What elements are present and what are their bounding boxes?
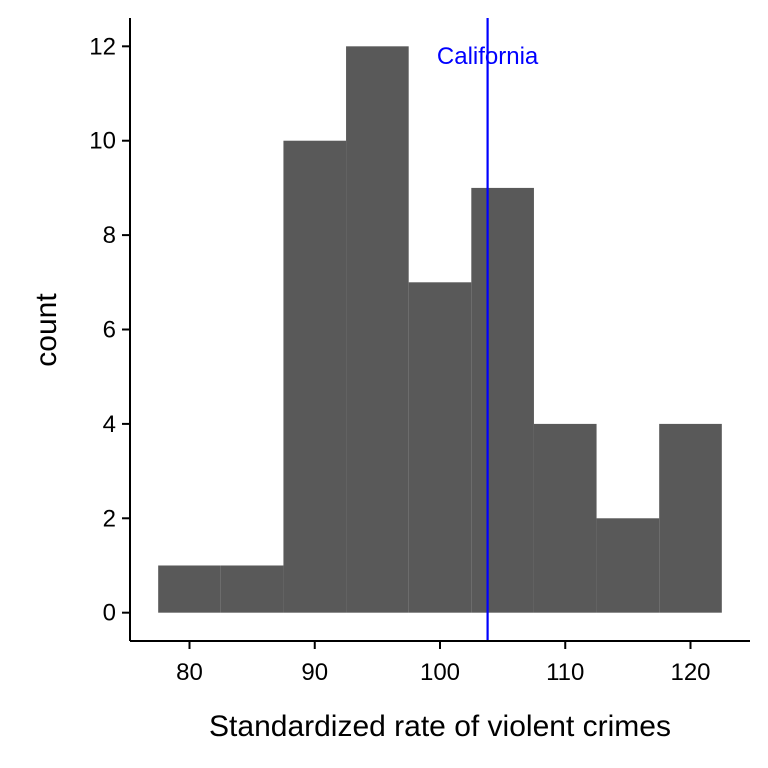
y-tick-label-4: 4 [103,411,116,438]
histogram-bar-2 [283,140,347,613]
histogram-bar-6 [533,423,597,613]
x-tick-label-120: 120 [670,659,710,686]
bars-group [158,46,722,613]
x-axis-title: Standardized rate of violent crimes [209,710,671,743]
y-tick-label-12: 12 [89,33,116,60]
y-axis-title: count [30,293,63,367]
histogram-bar-3 [346,46,409,613]
y-ticks-group: 0 2 4 6 8 10 12 [89,33,130,627]
x-ticks-group: 80 90 100 110 120 [176,641,711,686]
reference-line-label: California [437,43,539,70]
y-tick-label-2: 2 [103,505,116,532]
x-tick-label-80: 80 [176,659,203,686]
y-tick-label-10: 10 [89,128,116,155]
histogram-bar-5 [471,187,534,613]
histogram-bar-8 [659,423,722,613]
x-tick-label-90: 90 [301,659,328,686]
reference-line-group: California [437,18,539,641]
histogram-bar-0 [158,565,221,613]
y-tick-label-0: 0 [103,600,116,627]
y-tick-label-8: 8 [103,222,116,249]
y-tick-label-6: 6 [103,317,116,344]
histogram-bar-4 [408,282,472,613]
x-tick-label-100: 100 [420,659,460,686]
x-tick-label-110: 110 [546,659,584,686]
histogram-bar-7 [596,518,660,613]
histogram-bar-1 [220,565,284,613]
